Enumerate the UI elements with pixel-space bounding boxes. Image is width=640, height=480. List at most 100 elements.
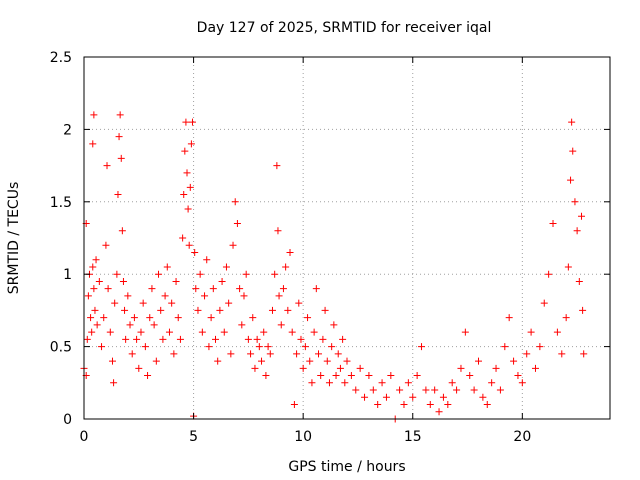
data-point (126, 321, 134, 329)
data-point (330, 321, 338, 329)
data-point (369, 386, 377, 394)
data-point (365, 372, 373, 380)
y-tick-label: 1 (63, 267, 72, 283)
data-point (174, 314, 182, 322)
data-point (293, 350, 301, 358)
data-point (332, 372, 340, 380)
data-point (273, 162, 281, 170)
y-axis-label: SRMTID / TECUs (6, 182, 22, 295)
data-point (470, 386, 478, 394)
data-point (573, 227, 581, 235)
data-point (531, 364, 539, 372)
data-point (286, 248, 294, 256)
data-point (176, 335, 184, 343)
y-tick-label: 2.5 (50, 50, 72, 66)
data-point (110, 379, 118, 387)
data-point (89, 263, 97, 271)
data-point (115, 133, 123, 141)
data-point (536, 343, 544, 351)
grid-layer (84, 57, 610, 419)
data-point (268, 306, 276, 314)
data-point (518, 379, 526, 387)
data-point (187, 140, 195, 148)
data-point (144, 372, 152, 380)
data-point (580, 350, 588, 358)
data-point (216, 306, 224, 314)
data-point (549, 220, 557, 228)
y-tick-label: 1.5 (50, 195, 72, 211)
data-point (523, 350, 531, 358)
data-point (579, 306, 587, 314)
data-point (312, 285, 320, 293)
data-point (255, 343, 263, 351)
x-tick-label: 0 (80, 429, 89, 445)
data-point (488, 379, 496, 387)
data-point (275, 292, 283, 300)
data-point (135, 364, 143, 372)
data-point (87, 314, 95, 322)
data-point (310, 328, 318, 336)
data-point (179, 234, 187, 242)
x-tick-label: 5 (189, 429, 198, 445)
data-point (183, 169, 191, 177)
data-point (510, 357, 518, 365)
data-point (117, 154, 125, 162)
data-point (113, 270, 121, 278)
data-point (225, 299, 233, 307)
data-point (236, 285, 244, 293)
data-point (103, 162, 111, 170)
x-tick-label: 10 (294, 429, 312, 445)
data-point (266, 350, 274, 358)
data-point (400, 401, 408, 409)
data-point (198, 328, 206, 336)
data-point (274, 227, 282, 235)
data-point (137, 328, 145, 336)
data-point (317, 372, 325, 380)
data-point (328, 343, 336, 351)
data-point (297, 335, 305, 343)
data-point (325, 379, 333, 387)
data-point (192, 285, 200, 293)
data-point (321, 306, 329, 314)
data-point (194, 306, 202, 314)
data-point (104, 285, 112, 293)
data-point (562, 314, 570, 322)
data-point (161, 292, 169, 300)
data-point (475, 357, 482, 365)
data-point (121, 306, 129, 314)
data-point (212, 335, 219, 343)
data-point (466, 372, 474, 380)
points-layer (80, 111, 588, 423)
data-point (118, 227, 126, 235)
data-point (361, 393, 369, 401)
x-tick-label: 15 (404, 429, 422, 445)
data-point (374, 401, 382, 409)
data-point (163, 263, 171, 271)
data-point (260, 328, 268, 336)
data-point (92, 256, 100, 264)
data-point (418, 343, 426, 351)
data-point (339, 335, 347, 343)
data-point (258, 357, 266, 365)
data-point (341, 379, 349, 387)
data-point (435, 408, 443, 416)
data-point (116, 111, 124, 119)
data-point (90, 285, 98, 293)
data-point (141, 343, 149, 351)
data-point (165, 328, 173, 336)
data-point (157, 306, 165, 314)
data-point (306, 357, 314, 365)
data-point (439, 393, 447, 401)
data-point (98, 343, 106, 351)
data-point (308, 379, 316, 387)
data-point (152, 357, 160, 365)
data-point (347, 372, 355, 380)
data-point (295, 299, 303, 307)
data-point (227, 350, 235, 358)
data-point (567, 176, 575, 184)
data-point (196, 270, 204, 278)
data-point (540, 299, 548, 307)
data-point (558, 350, 566, 358)
data-point (102, 241, 110, 249)
data-point (496, 386, 504, 394)
